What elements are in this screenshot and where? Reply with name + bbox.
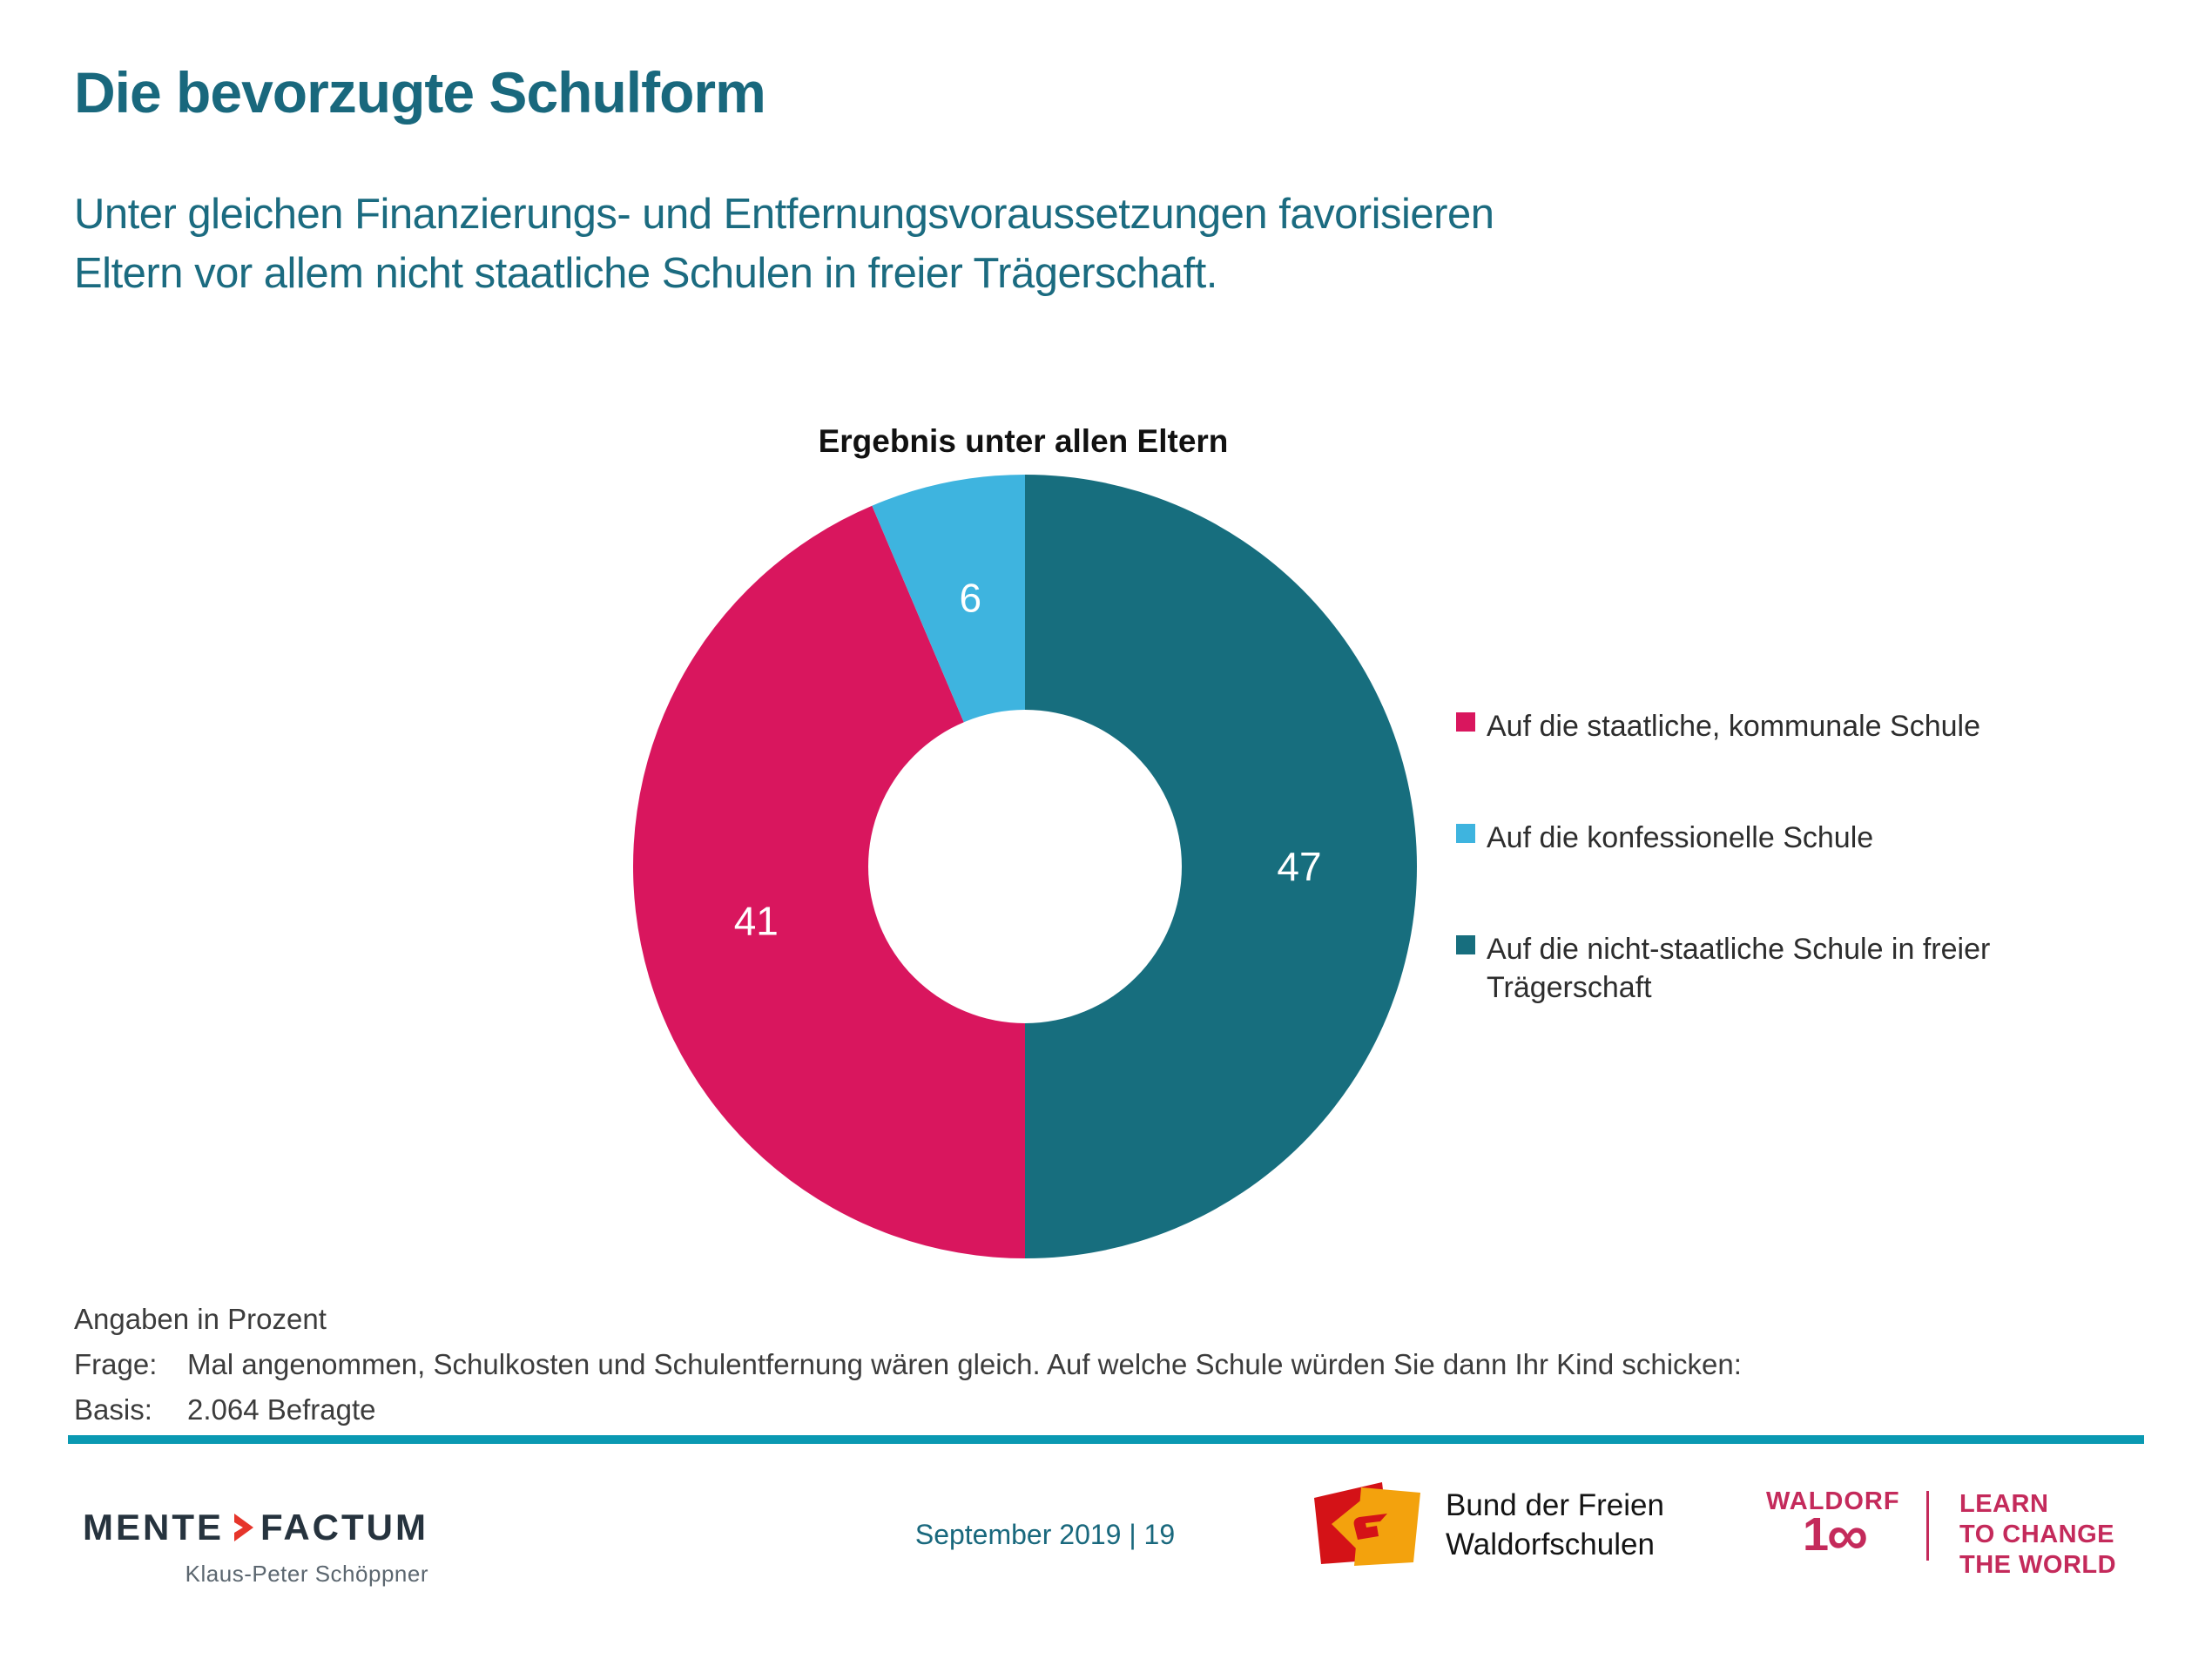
note-unit-row: Angaben in Prozent	[74, 1297, 2112, 1342]
chart-title: Ergebnis unter allen Eltern	[818, 423, 1229, 459]
waldorf-claim: LEARN TO CHANGE THE WORLD	[1959, 1489, 2116, 1581]
donut-svg: 47 41 6	[633, 475, 1417, 1258]
legend-item-nicht-staatliche: Auf die nicht-staatliche Schule in freie…	[1456, 930, 2118, 1007]
footer-date-page: September 2019 | 19	[914, 1519, 1176, 1550]
legend-swatch-pink	[1456, 712, 1475, 732]
mf-chevron-icon	[234, 1514, 253, 1541]
note-unit: Angaben in Prozent	[74, 1303, 327, 1335]
bdfw-logo-text: Bund der Freien Waldorfschulen	[1446, 1486, 1664, 1564]
page-subtitle: Unter gleichen Finanzierungs- und Entfer…	[74, 185, 1494, 303]
note-question-label: Frage:	[74, 1348, 158, 1380]
note-question-text: Mal angenommen, Schulkosten und Schulent…	[187, 1348, 1742, 1380]
mf-word-factum: FACTUM	[260, 1507, 428, 1548]
waldorf-100-number: 1 ∞	[1803, 1502, 1869, 1567]
bdfw-logo-icon	[1314, 1482, 1420, 1566]
donut-slice-1	[633, 505, 1025, 1258]
waldorf-number-one: 1	[1803, 1508, 1830, 1561]
notes: Angaben in Prozent Frage: Mal angenommen…	[74, 1297, 2112, 1433]
donut-value-label-0: 47	[1277, 844, 1321, 889]
waldorf-claim-line3: THE WORLD	[1959, 1551, 2117, 1579]
legend-label: Auf die konfessionelle Schule	[1487, 821, 1874, 854]
chart-legend: Auf die staatliche, kommunale Schule Auf…	[1456, 707, 2118, 1007]
footer-divider	[68, 1435, 2144, 1444]
donut-value-label-1: 41	[734, 899, 779, 944]
note-basis-row: Basis: 2.064 Befragte	[74, 1387, 2112, 1433]
mentefactum-wordmark: MENTE FACTUM	[83, 1507, 428, 1548]
note-question-row: Frage: Mal angenommen, Schulkosten und S…	[74, 1342, 2112, 1387]
legend-swatch-blue	[1456, 824, 1475, 843]
note-basis-text: 2.064 Befragte	[187, 1393, 376, 1426]
mf-subtitle: Klaus-Peter Schöppner	[185, 1561, 428, 1587]
legend-label: Auf die nicht-staatliche Schule in freie…	[1487, 933, 1991, 1004]
donut-hole	[868, 710, 1182, 1023]
mf-word-mente: MENTE	[83, 1507, 224, 1548]
legend-label: Auf die staatliche, kommunale Schule	[1487, 710, 1980, 743]
waldorf-claim-line1: LEARN	[1959, 1490, 2049, 1518]
waldorf-infinity-icon: ∞	[1827, 1502, 1869, 1567]
mentefactum-logo: MENTE FACTUM Klaus-Peter Schöppner	[83, 1507, 428, 1588]
page-subtitle-line2: Eltern vor allem nicht staatliche Schule…	[74, 250, 1217, 297]
waldorf-claim-line2: TO CHANGE	[1959, 1521, 2114, 1548]
legend-item-staatliche: Auf die staatliche, kommunale Schule	[1456, 707, 2118, 745]
bdfw-line2: Waldorfschulen	[1446, 1527, 1655, 1561]
donut-value-label-2: 6	[959, 575, 981, 620]
donut-slice-0	[1025, 475, 1417, 1258]
waldorf-divider	[1926, 1491, 1929, 1561]
legend-item-konfessionelle: Auf die konfessionelle Schule	[1456, 819, 2118, 857]
note-basis-label: Basis:	[74, 1393, 152, 1426]
waldorf-wordmark: WALDORF	[1766, 1487, 1900, 1515]
page-subtitle-line1: Unter gleichen Finanzierungs- und Entfer…	[74, 191, 1494, 238]
page-title: Die bevorzugte Schulform	[74, 60, 766, 125]
donut-chart: 47 41 6	[633, 475, 1417, 1258]
bdfw-line1: Bund der Freien	[1446, 1488, 1664, 1522]
legend-swatch-teal	[1456, 935, 1475, 954]
